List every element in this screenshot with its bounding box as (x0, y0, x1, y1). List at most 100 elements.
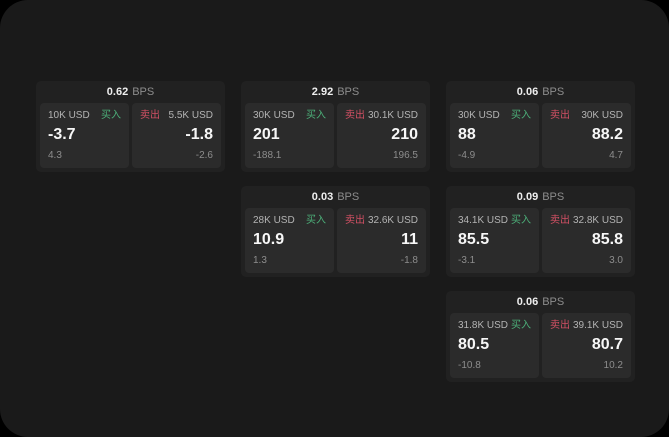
panel-top-row: 34.1K USD 买入 (458, 214, 531, 227)
buy-main-value: -3.7 (48, 126, 76, 143)
buy-side-label: 买入 (306, 110, 326, 121)
sell-main-value: 11 (401, 231, 418, 248)
buy-side-label: 买入 (306, 215, 326, 226)
buy-amount-label: 31.8K USD (458, 320, 509, 331)
card-body: 10K USD 买入 -3.7 4.3 卖出 5.5K USD -1.8 -2.… (36, 103, 225, 172)
spread-card: 2.92 BPS 30K USD 买入 201 -188.1 卖出 30.1K … (241, 81, 430, 172)
sell-main-value: 210 (391, 126, 418, 143)
bps-value: 0.06 (516, 296, 539, 308)
buy-main-value: 201 (253, 126, 280, 143)
card-body: 30K USD 买入 201 -188.1 卖出 30.1K USD 210 1… (241, 103, 430, 172)
bps-header: 0.09 BPS (446, 186, 635, 208)
panel-top-row: 卖出 5.5K USD (140, 109, 213, 122)
sell-panel[interactable]: 卖出 30K USD 88.2 4.7 (542, 103, 631, 168)
sell-side-label: 卖出 (550, 215, 570, 226)
panel-top-row: 卖出 30K USD (550, 109, 623, 122)
bps-value: 0.62 (106, 86, 129, 98)
buy-panel[interactable]: 34.1K USD 买入 85.5 -3.1 (450, 208, 539, 273)
panel-top-row: 28K USD 买入 (253, 214, 326, 227)
buy-side-label: 买入 (511, 215, 531, 226)
buy-side-label: 买入 (511, 320, 531, 331)
panel-top-row: 卖出 32.8K USD (550, 214, 623, 227)
sell-sub-value: 196.5 (392, 150, 418, 161)
buy-amount-label: 10K USD (48, 110, 90, 121)
buy-panel[interactable]: 28K USD 买入 10.9 1.3 (245, 208, 334, 273)
panel-top-row: 30K USD 买入 (253, 109, 326, 122)
sell-amount-label: 30.1K USD (367, 110, 418, 121)
buy-panel[interactable]: 31.8K USD 买入 80.5 -10.8 (450, 313, 539, 378)
buy-sub-value: -4.9 (458, 150, 476, 161)
buy-side-label: 买入 (511, 110, 531, 121)
bps-header: 2.92 BPS (241, 81, 430, 103)
buy-amount-label: 30K USD (458, 110, 500, 121)
spread-card-grid: 0.62 BPS 10K USD 买入 -3.7 4.3 卖出 5.5K USD (36, 81, 635, 382)
buy-sub-value: -188.1 (253, 150, 282, 161)
sell-amount-label: 32.6K USD (367, 215, 418, 226)
bps-header: 0.06 BPS (446, 291, 635, 313)
sell-sub-value: 3.0 (609, 255, 623, 266)
sell-amount-label: 5.5K USD (168, 110, 213, 121)
bps-unit-label: BPS (132, 86, 155, 98)
sell-sub-value: 4.7 (609, 150, 623, 161)
bps-unit-label: BPS (542, 296, 565, 308)
sell-panel[interactable]: 卖出 32.6K USD 11 -1.8 (337, 208, 426, 273)
panel-top-row: 30K USD 买入 (458, 109, 531, 122)
sell-panel[interactable]: 卖出 5.5K USD -1.8 -2.6 (132, 103, 221, 168)
bps-header: 0.03 BPS (241, 186, 430, 208)
sell-side-label: 卖出 (550, 110, 570, 121)
bps-value: 0.06 (516, 86, 539, 98)
buy-panel[interactable]: 10K USD 买入 -3.7 4.3 (40, 103, 129, 168)
buy-panel[interactable]: 30K USD 买入 88 -4.9 (450, 103, 539, 168)
bps-value: 2.92 (311, 86, 334, 98)
buy-panel[interactable]: 30K USD 买入 201 -188.1 (245, 103, 334, 168)
buy-sub-value: -10.8 (458, 360, 481, 371)
sell-panel[interactable]: 卖出 32.8K USD 85.8 3.0 (542, 208, 631, 273)
sell-amount-label: 39.1K USD (572, 320, 623, 331)
panel-top-row: 卖出 32.6K USD (345, 214, 418, 227)
panel-top-row: 31.8K USD 买入 (458, 319, 531, 332)
bps-header: 0.06 BPS (446, 81, 635, 103)
buy-sub-value: 1.3 (253, 255, 267, 266)
card-body: 34.1K USD 买入 85.5 -3.1 卖出 32.8K USD 85.8… (446, 208, 635, 277)
buy-main-value: 80.5 (458, 336, 490, 353)
buy-main-value: 88 (458, 126, 476, 143)
buy-amount-label: 34.1K USD (458, 215, 509, 226)
buy-main-value: 10.9 (253, 231, 285, 248)
sell-main-value: 85.8 (591, 231, 623, 248)
buy-sub-value: -3.1 (458, 255, 476, 266)
bps-unit-label: BPS (337, 86, 360, 98)
sell-side-label: 卖出 (345, 110, 365, 121)
sell-panel[interactable]: 卖出 39.1K USD 80.7 10.2 (542, 313, 631, 378)
spread-card: 0.62 BPS 10K USD 买入 -3.7 4.3 卖出 5.5K USD (36, 81, 225, 172)
sell-side-label: 卖出 (140, 110, 160, 121)
buy-side-label: 买入 (101, 110, 121, 121)
spread-card: 0.06 BPS 31.8K USD 买入 80.5 -10.8 卖出 39.1… (446, 291, 635, 382)
sell-main-value: 80.7 (591, 336, 623, 353)
spread-card: 0.03 BPS 28K USD 买入 10.9 1.3 卖出 32.6K US… (241, 186, 430, 277)
buy-main-value: 85.5 (458, 231, 490, 248)
sell-main-value: -1.8 (185, 126, 213, 143)
bps-header: 0.62 BPS (36, 81, 225, 103)
sell-side-label: 卖出 (345, 215, 365, 226)
bps-unit-label: BPS (542, 86, 565, 98)
sell-panel[interactable]: 卖出 30.1K USD 210 196.5 (337, 103, 426, 168)
buy-amount-label: 28K USD (253, 215, 295, 226)
sell-side-label: 卖出 (550, 320, 570, 331)
bps-unit-label: BPS (542, 191, 565, 203)
buy-amount-label: 30K USD (253, 110, 295, 121)
spread-card: 0.06 BPS 30K USD 买入 88 -4.9 卖出 30K USD (446, 81, 635, 172)
sell-sub-value: -2.6 (195, 150, 213, 161)
bps-value: 0.03 (311, 191, 334, 203)
buy-sub-value: 4.3 (48, 150, 62, 161)
sell-sub-value: -1.8 (400, 255, 418, 266)
sell-sub-value: 10.2 (603, 360, 623, 371)
bps-value: 0.09 (516, 191, 539, 203)
sell-amount-label: 32.8K USD (572, 215, 623, 226)
panel-top-row: 卖出 39.1K USD (550, 319, 623, 332)
panel-top-row: 卖出 30.1K USD (345, 109, 418, 122)
bps-unit-label: BPS (337, 191, 360, 203)
spread-card: 0.09 BPS 34.1K USD 买入 85.5 -3.1 卖出 32.8K… (446, 186, 635, 277)
panel-top-row: 10K USD 买入 (48, 109, 121, 122)
card-body: 31.8K USD 买入 80.5 -10.8 卖出 39.1K USD 80.… (446, 313, 635, 382)
